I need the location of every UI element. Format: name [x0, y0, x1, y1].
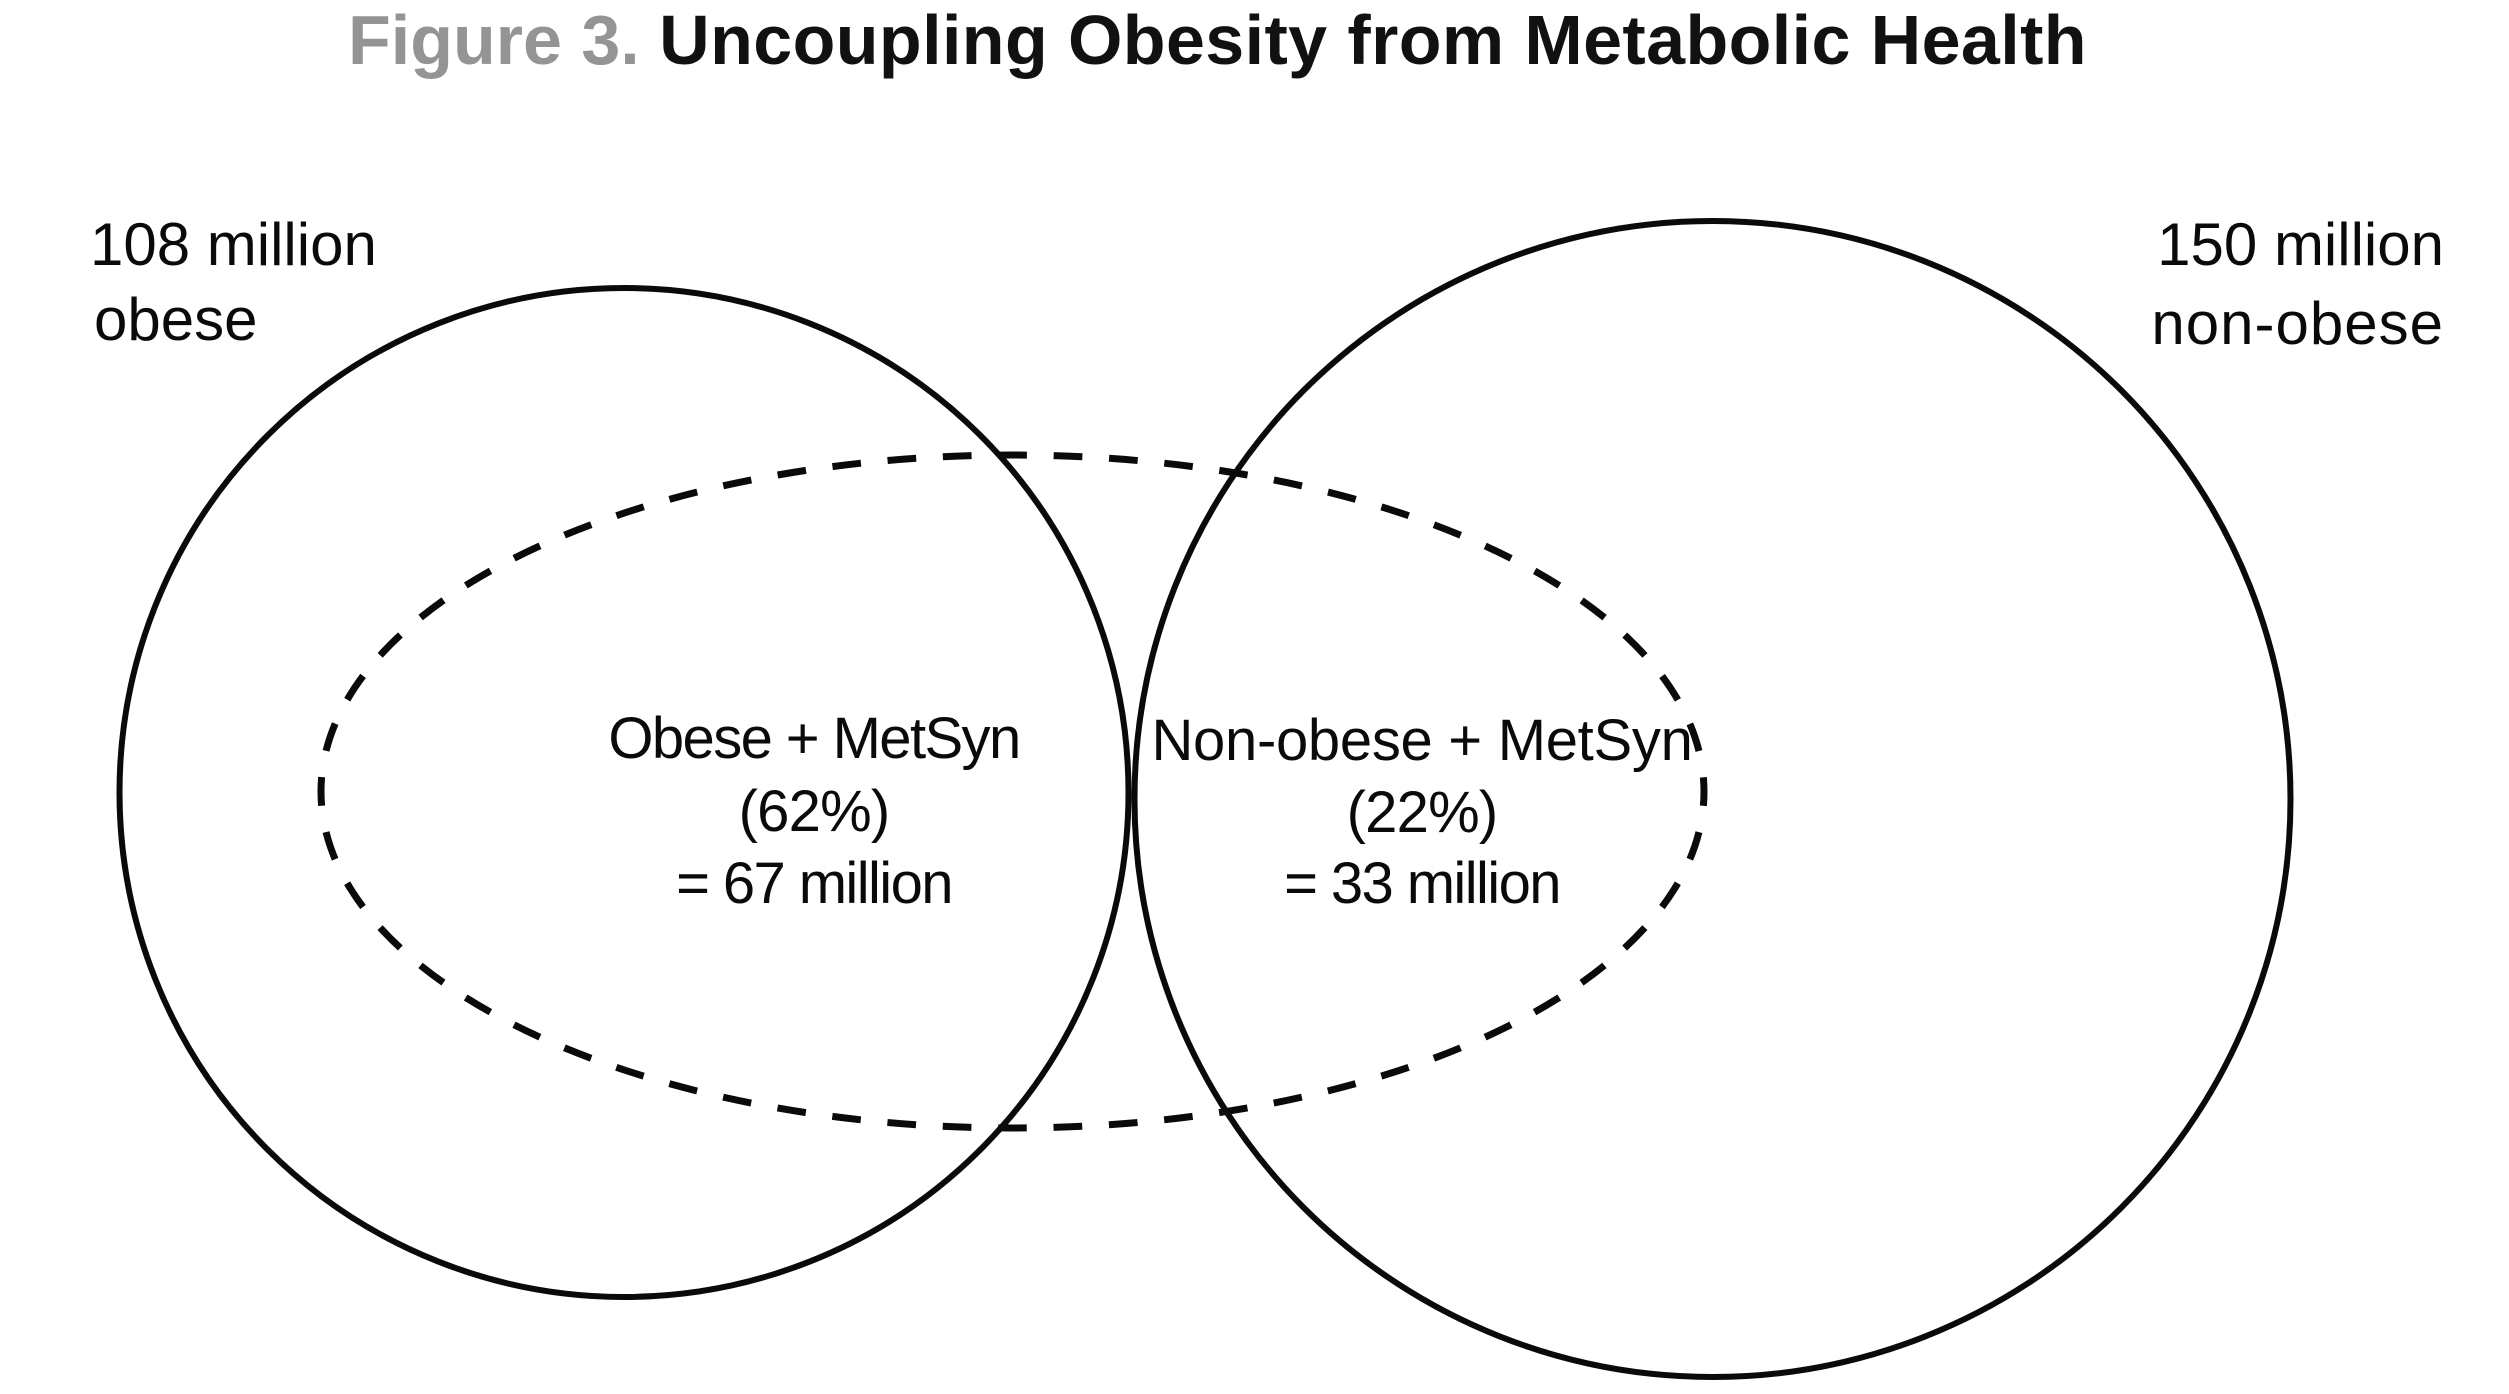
- svg-text:108 million: 108 million: [90, 211, 377, 278]
- svg-text:(22%): (22%): [1347, 780, 1498, 845]
- svg-text:= 33 million: = 33 million: [1284, 851, 1560, 916]
- svg-text:= 67 million: = 67 million: [676, 851, 952, 916]
- svg-text:Figure 3. Uncoupling Obesity f: Figure 3. Uncoupling Obesity from Metabo…: [348, 1, 2087, 79]
- svg-text:obese: obese: [94, 286, 257, 353]
- svg-text:(62%): (62%): [739, 779, 890, 844]
- svg-text:Obese + MetSyn: Obese + MetSyn: [608, 706, 1019, 771]
- svg-text:Non-obese + MetSyn: Non-obese + MetSyn: [1151, 708, 1692, 773]
- svg-text:non-obese: non-obese: [2151, 290, 2444, 357]
- svg-text:150 million: 150 million: [2157, 211, 2444, 278]
